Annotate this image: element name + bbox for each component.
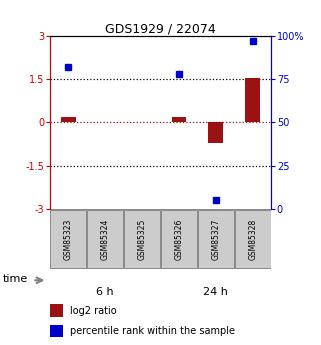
FancyBboxPatch shape	[87, 210, 123, 268]
Bar	[245, 78, 260, 122]
FancyBboxPatch shape	[235, 210, 271, 268]
Title: GDS1929 / 22074: GDS1929 / 22074	[105, 22, 216, 35]
Text: time: time	[3, 274, 29, 284]
Bar	[171, 117, 186, 122]
FancyBboxPatch shape	[50, 210, 86, 268]
Text: GSM85324: GSM85324	[100, 218, 110, 259]
Text: GSM85323: GSM85323	[64, 218, 73, 259]
Text: GSM85326: GSM85326	[174, 218, 184, 259]
Text: GSM85328: GSM85328	[248, 218, 257, 259]
Text: percentile rank within the sample: percentile rank within the sample	[70, 326, 235, 336]
FancyBboxPatch shape	[161, 210, 197, 268]
Text: GSM85327: GSM85327	[211, 218, 221, 259]
FancyBboxPatch shape	[198, 210, 234, 268]
FancyBboxPatch shape	[124, 210, 160, 268]
Bar	[50, 325, 63, 337]
Text: GSM85325: GSM85325	[137, 218, 147, 259]
Bar	[61, 117, 76, 122]
Text: 24 h: 24 h	[204, 287, 228, 296]
Text: log2 ratio: log2 ratio	[70, 306, 116, 315]
Bar	[50, 304, 63, 317]
Text: 6 h: 6 h	[96, 287, 114, 296]
Bar	[209, 122, 223, 143]
